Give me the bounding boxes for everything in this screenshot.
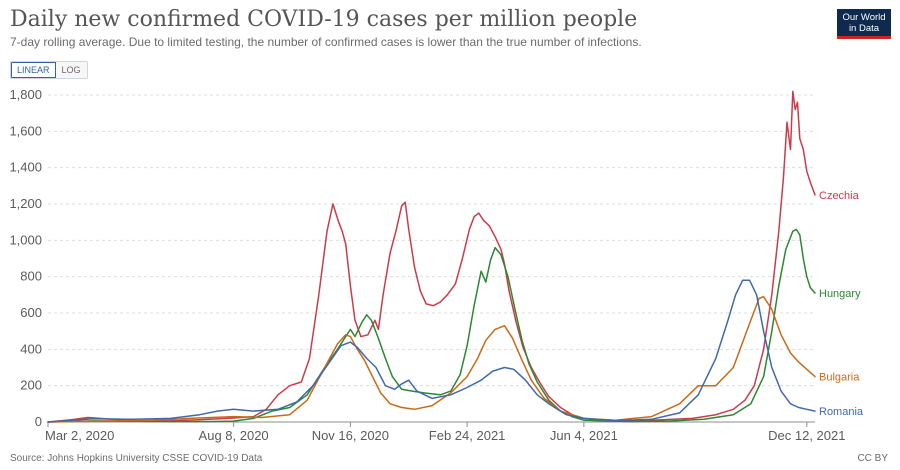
series-line-hungary [47, 228, 816, 423]
log-scale-button[interactable]: LOG [55, 62, 87, 78]
x-tick-label: Jun 4, 2021 [550, 428, 618, 443]
x-tick-label: Aug 8, 2020 [199, 428, 269, 443]
y-tick-label: 200 [20, 378, 42, 393]
series-label-bulgaria: Bulgaria [819, 372, 860, 384]
x-tick-label: Mar 2, 2020 [45, 428, 114, 443]
y-tick-label: 800 [20, 269, 42, 284]
x-tick-label: Feb 24, 2021 [429, 428, 506, 443]
owid-logo[interactable]: Our World in Data [837, 9, 891, 39]
series-line-bulgaria [47, 295, 816, 423]
series-label-romania: Romania [819, 406, 864, 418]
x-tick-label: Nov 16, 2020 [312, 428, 389, 443]
chart-subtitle: 7-day rolling average. Due to limited te… [10, 35, 642, 49]
logo-line-2: in Data [848, 23, 880, 34]
chart-title: Daily new confirmed COVID-19 cases per m… [10, 7, 638, 32]
license-link[interactable]: CC BY [857, 453, 888, 464]
logo-line-1: Our World [842, 12, 886, 23]
series-line-czechia [47, 90, 816, 423]
series-line-romania [47, 279, 816, 423]
series-label-czechia: Czechia [819, 190, 860, 202]
y-tick-label: 400 [20, 341, 42, 356]
x-tick-label: Dec 12, 2021 [768, 428, 845, 443]
series-label-hungary: Hungary [819, 288, 861, 300]
y-tick-label: 0 [35, 414, 42, 429]
y-tick-label: 1,800 [9, 87, 42, 102]
scale-toggle: LINEAR LOG [10, 61, 88, 79]
y-tick-label: 1,200 [9, 196, 42, 211]
source-note[interactable]: Source: Johns Hopkins University CSSE CO… [10, 453, 263, 464]
linear-scale-button[interactable]: LINEAR [11, 62, 56, 78]
y-tick-label: 1,000 [9, 232, 42, 247]
y-tick-label: 1,600 [9, 123, 42, 138]
y-tick-label: 600 [20, 305, 42, 320]
chart-header: Daily new confirmed COVID-19 cases per m… [10, 6, 820, 49]
y-tick-label: 1,400 [9, 160, 42, 175]
